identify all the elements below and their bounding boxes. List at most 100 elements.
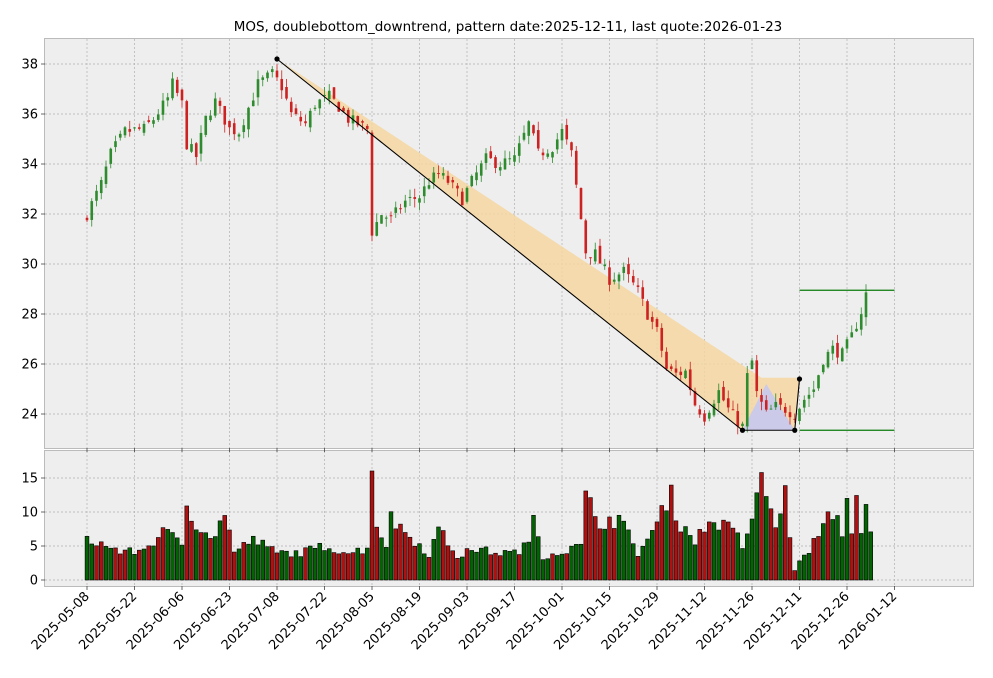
volume-bar: [464, 548, 470, 581]
candle-body: [408, 196, 412, 198]
price-tick-label: 38: [21, 58, 38, 73]
volume-bar: [341, 552, 346, 581]
candle-body: [570, 142, 573, 151]
volume-bar: [654, 521, 660, 581]
pattern-lines: [274, 56, 895, 433]
candle-body: [831, 345, 835, 354]
volume-bar: [222, 515, 227, 581]
volume-bar: [868, 531, 873, 581]
volume-bar: [678, 531, 683, 581]
volume-bar: [317, 542, 322, 581]
candle-body: [251, 100, 255, 107]
pattern-point: [274, 56, 280, 62]
candle-body: [266, 72, 269, 79]
volume-bar: [208, 538, 213, 581]
pattern-triangle: [742, 384, 795, 431]
candle-body: [855, 328, 858, 332]
volume-bar: [726, 521, 731, 581]
volume-bar: [156, 537, 161, 581]
volume-bar: [103, 546, 109, 581]
volume-bar: [531, 515, 536, 581]
volume-bar: [393, 528, 398, 581]
candle-body: [118, 133, 122, 138]
volume-bar: [298, 556, 303, 581]
candle-body: [503, 158, 507, 170]
candle-body: [494, 157, 497, 169]
candle-body: [171, 78, 174, 99]
candle-body: [275, 70, 279, 78]
volume-bar: [127, 547, 132, 581]
volume-bar: [650, 530, 655, 581]
candle-body: [175, 79, 179, 93]
candle-body: [285, 87, 288, 99]
volume-bar: [602, 528, 607, 581]
candle-body: [418, 198, 421, 203]
volume-bar: [773, 527, 778, 581]
candle-body: [456, 185, 459, 189]
volume-bar: [816, 536, 821, 581]
candle-body: [384, 217, 388, 219]
candle-body: [256, 79, 260, 98]
volume-bar: [227, 529, 232, 581]
volume-bar: [607, 516, 612, 581]
volume-bar: [170, 532, 175, 581]
candle-body: [508, 158, 512, 160]
candle-body: [394, 207, 398, 213]
volume-bar: [403, 532, 408, 581]
pattern-point: [792, 427, 798, 433]
candle-body: [745, 373, 749, 427]
volume-bar: [431, 539, 436, 581]
volume-bar: [702, 531, 707, 581]
volume-bar: [274, 552, 280, 581]
volume-bar: [640, 545, 645, 581]
candle-body: [299, 116, 303, 122]
volume-bar: [113, 547, 118, 581]
volume-bar: [198, 532, 204, 581]
volume-bar: [740, 548, 745, 581]
candle-body: [280, 78, 284, 91]
candle-body: [555, 139, 559, 150]
candle-body: [194, 143, 198, 158]
volume-bar: [692, 544, 698, 581]
volume-bar: [460, 556, 465, 581]
candle-body: [142, 123, 146, 133]
candle-body: [755, 360, 759, 392]
candle-body: [665, 351, 668, 369]
candle-body: [850, 332, 854, 338]
volume-bar: [588, 497, 593, 581]
volume-bar: [754, 492, 759, 581]
candle-body: [669, 366, 673, 369]
volume-bar: [483, 546, 489, 581]
volume-bar: [450, 550, 455, 581]
volume-bar: [355, 547, 360, 581]
candle-body: [627, 264, 630, 275]
volume-bar: [616, 514, 622, 581]
candle-body: [441, 173, 445, 176]
volume-bar: [327, 548, 332, 581]
volume-bar: [768, 508, 774, 581]
volume-bar: [626, 529, 631, 581]
candle-body: [261, 77, 265, 80]
candle-body: [826, 351, 830, 368]
volume-bar: [94, 545, 99, 581]
candle-body: [646, 301, 649, 320]
candle-body: [370, 132, 374, 236]
volume-bar: [265, 546, 270, 581]
volume-bar: [213, 536, 218, 581]
volume-bar: [802, 554, 807, 581]
volume-bar: [407, 536, 413, 581]
candle-body: [788, 412, 792, 418]
candle-body: [741, 423, 744, 427]
volume-bar: [559, 553, 565, 581]
volume-bar: [840, 536, 845, 581]
candle-body: [541, 152, 545, 156]
candle-body: [679, 371, 683, 376]
candle-body: [579, 187, 583, 220]
candle-body: [527, 121, 531, 136]
candle-body: [180, 89, 184, 101]
volume-bar: [241, 542, 246, 581]
candle-body: [783, 406, 787, 413]
candle-body: [99, 180, 103, 194]
candle-body: [717, 390, 721, 404]
volume-bar: [360, 553, 365, 581]
